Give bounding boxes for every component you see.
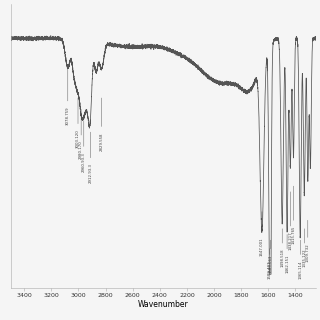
Text: 1498.518: 1498.518 <box>280 229 284 267</box>
Text: 1415.765: 1415.765 <box>292 186 295 244</box>
Text: 1589.497: 1589.497 <box>268 249 272 279</box>
Text: 1309.732: 1309.732 <box>306 220 310 262</box>
Text: 1438.217: 1438.217 <box>288 192 292 250</box>
X-axis label: Wavenumber: Wavenumber <box>138 300 188 309</box>
Text: 1647.001: 1647.001 <box>260 212 264 256</box>
Text: 1335.122: 1335.122 <box>302 229 306 267</box>
Text: 2960.93.3: 2960.93.3 <box>82 121 86 172</box>
Text: 2829.558: 2829.558 <box>100 98 104 151</box>
Text: 2912.93.3: 2912.93.3 <box>88 132 92 183</box>
Text: 1462.151: 1462.151 <box>285 234 289 273</box>
Text: 1365.114: 1365.114 <box>298 240 302 278</box>
Text: 1585.063: 1585.063 <box>268 240 272 273</box>
Text: 3078.759: 3078.759 <box>66 69 70 125</box>
Text: 3003.120: 3003.120 <box>76 98 80 148</box>
Text: 2980.170: 2980.170 <box>79 109 83 159</box>
